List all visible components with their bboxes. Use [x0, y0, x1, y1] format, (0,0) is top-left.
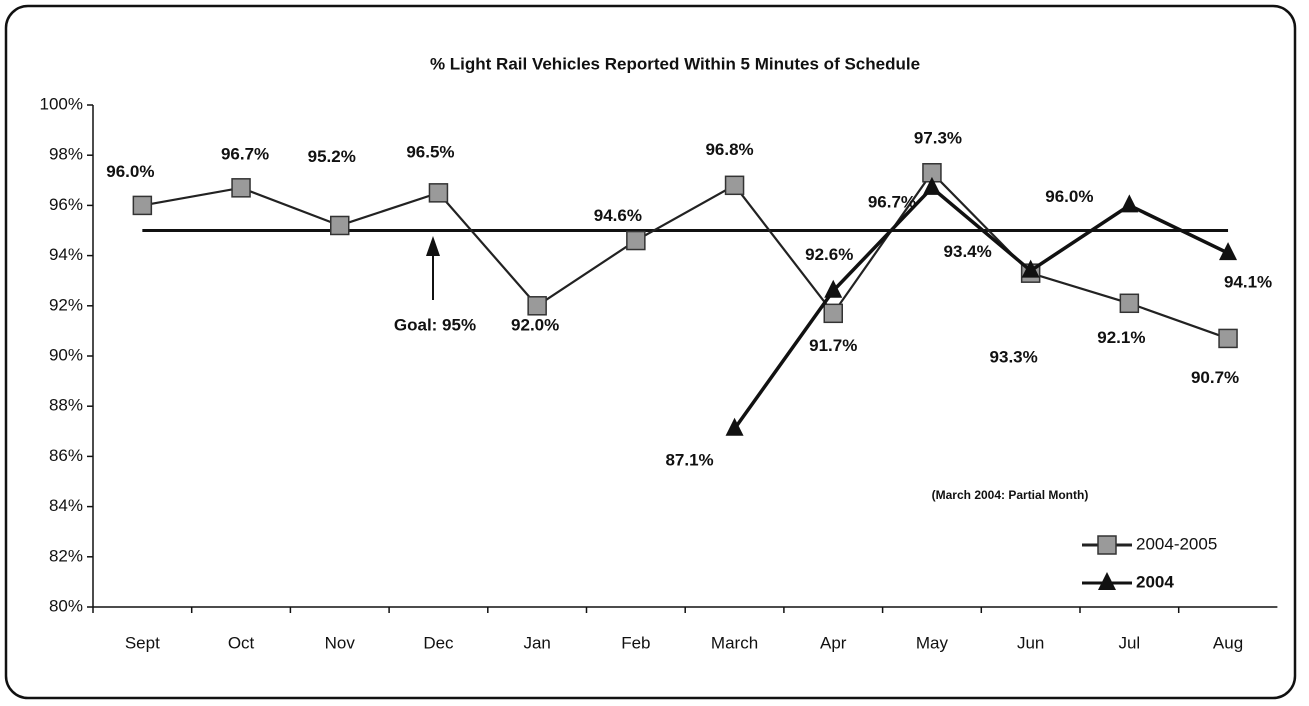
y-tick-label: 84%: [49, 496, 83, 515]
data-label: 93.4%: [944, 242, 992, 261]
x-tick-label: Apr: [820, 633, 847, 652]
x-tick-label: Aug: [1213, 633, 1243, 652]
x-tick-label: Dec: [423, 633, 454, 652]
data-label: 97.3%: [914, 128, 962, 147]
marker: [1218, 328, 1238, 349]
data-label: 96.7%: [221, 144, 269, 163]
marker: [824, 279, 843, 298]
chart-title: % Light Rail Vehicles Reported Within 5 …: [430, 54, 920, 73]
y-tick-label: 94%: [49, 245, 83, 264]
x-tick-label: Feb: [621, 633, 650, 652]
legend-label: 2004-2005: [1136, 534, 1217, 553]
x-tick-label: Nov: [325, 633, 356, 652]
x-tick-label: Oct: [228, 633, 255, 652]
x-tick-label: Sept: [125, 633, 160, 652]
data-label: 95.2%: [308, 147, 356, 166]
legend-label: 2004: [1136, 572, 1174, 591]
marker: [1119, 293, 1140, 314]
marker: [527, 296, 547, 316]
marker: [1120, 194, 1139, 213]
marker: [330, 215, 350, 236]
series-line: [733, 185, 1229, 430]
data-label: 94.1%: [1224, 273, 1272, 292]
data-label: 96.5%: [406, 142, 454, 161]
y-tick-label: 96%: [49, 195, 83, 214]
marker: [231, 178, 251, 198]
marker: [922, 176, 941, 195]
y-tick-label: 100%: [40, 94, 83, 113]
marker: [823, 303, 843, 324]
data-label: 90.7%: [1191, 368, 1239, 387]
marker: [1021, 259, 1040, 278]
y-tick-label: 90%: [49, 345, 83, 364]
series-line: [142, 171, 1229, 340]
data-label: 96.0%: [1045, 187, 1093, 206]
data-label: 91.7%: [809, 336, 857, 355]
goal-annotation: Goal: 95%: [394, 315, 476, 334]
y-tick-label: 88%: [49, 396, 83, 415]
y-tick-label: 80%: [49, 596, 83, 615]
note-annotation: (March 2004: Partial Month): [932, 488, 1089, 502]
legend-marker: [1098, 572, 1116, 590]
y-tick-label: 82%: [49, 546, 83, 565]
data-label: 96.8%: [705, 140, 753, 159]
data-label: 92.0%: [511, 315, 559, 334]
data-label: 92.1%: [1097, 328, 1145, 347]
y-tick-label: 92%: [49, 295, 83, 314]
marker: [428, 183, 449, 203]
y-tick-label: 98%: [49, 145, 83, 164]
x-tick-label: Jan: [523, 633, 550, 652]
y-tick-label: 86%: [49, 446, 83, 465]
data-label: 87.1%: [665, 450, 713, 469]
marker: [725, 417, 744, 436]
frame: [4, 4, 1297, 700]
legend-marker: [1097, 535, 1117, 555]
data-label: 96.0%: [106, 162, 154, 181]
x-tick-label: Jun: [1017, 633, 1044, 652]
x-tick-label: May: [916, 633, 949, 652]
marker: [724, 175, 745, 196]
data-label: 92.6%: [805, 245, 853, 264]
marker: [132, 195, 153, 216]
x-tick-label: Jul: [1118, 633, 1140, 652]
x-tick-label: March: [711, 633, 758, 652]
marker: [626, 230, 646, 251]
data-label: 94.6%: [594, 206, 642, 225]
goal-arrowhead: [426, 236, 440, 256]
marker: [1219, 242, 1238, 261]
data-label: 93.3%: [990, 348, 1038, 367]
data-label: 96.7%: [868, 192, 916, 211]
